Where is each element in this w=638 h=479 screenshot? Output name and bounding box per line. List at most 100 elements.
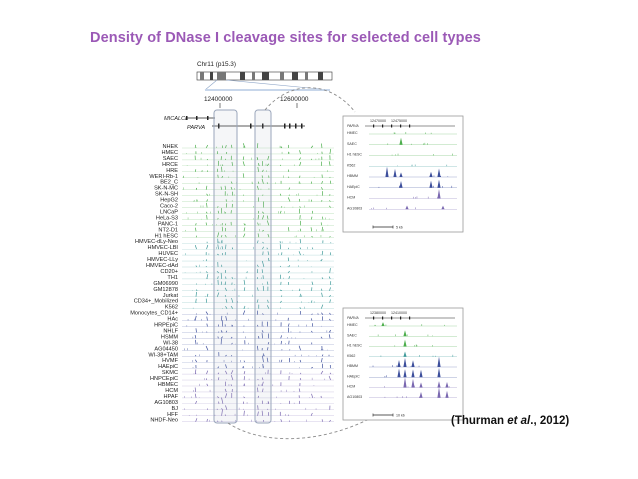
cell-type-labels: NHEKHMECSAECHRCEHREWERI-Rb-1BE2_CSK-N-MC… xyxy=(130,144,178,424)
cell-type-label: AG10803 xyxy=(154,400,178,406)
cell-type-label: HBMEC xyxy=(158,382,178,388)
inset-peak xyxy=(445,381,449,388)
track-row xyxy=(182,397,334,404)
track-row xyxy=(182,232,334,238)
track-row xyxy=(182,409,334,416)
dnase-tracks xyxy=(182,143,334,422)
track-row xyxy=(182,185,334,190)
cell-type-label: HRPEpiC xyxy=(154,323,178,329)
track-row xyxy=(182,173,334,178)
inset-track-label: K562 xyxy=(347,163,355,167)
cell-type-label: WERI-Rb-1 xyxy=(149,174,178,180)
track-row xyxy=(182,260,334,268)
cell-type-label: CD34+_Mobilized xyxy=(134,299,178,305)
track-row xyxy=(182,214,334,220)
inset-scale-label: 10 kb xyxy=(396,413,405,417)
track-row xyxy=(182,226,334,232)
cell-type-label: HAEpiC xyxy=(158,364,178,370)
inset-peak xyxy=(403,330,407,337)
track-row xyxy=(182,208,334,214)
inset-peak xyxy=(411,360,415,367)
inset-peak xyxy=(399,137,403,145)
cell-type-label: Caco-2 xyxy=(160,204,178,210)
gene-label-parva: PARVA xyxy=(187,125,205,131)
citation-author: Thurman xyxy=(454,415,508,427)
track-row xyxy=(182,201,334,208)
ideogram-band xyxy=(292,72,298,80)
track-row xyxy=(182,393,334,399)
citation-rest: ., 2012) xyxy=(530,415,570,427)
inset-peak xyxy=(411,369,415,378)
zoom-band xyxy=(205,89,330,91)
chromosome-ideogram xyxy=(196,71,333,81)
cell-type-label: PANC-1 xyxy=(158,221,178,227)
track-row xyxy=(182,268,334,274)
cell-type-label: Monocytes_CD14+ xyxy=(130,311,178,317)
zoom-indicator xyxy=(204,79,331,91)
track-row xyxy=(182,333,334,339)
cell-type-label: TH1 xyxy=(167,275,178,281)
cell-type-label: H1 hESC xyxy=(155,233,178,239)
cell-type-label: BJ xyxy=(171,406,178,412)
inset-peak xyxy=(445,390,449,398)
inset-track-label: HAEpiC xyxy=(347,185,360,189)
cell-type-label: HepG2 xyxy=(160,198,178,204)
chromosome-label: Chr11 (p15.3) xyxy=(197,61,236,68)
cell-type-label: HRE xyxy=(166,168,178,174)
cell-type-label: HMEC xyxy=(162,150,178,156)
citation: (Thurman et al., 2012) xyxy=(451,415,569,427)
track-row xyxy=(182,320,334,327)
track-row xyxy=(182,220,334,226)
inset-track-label: SAEC xyxy=(347,142,357,146)
inset-track-label: HAEpiC xyxy=(347,374,360,378)
ideogram-band xyxy=(252,72,255,80)
cell-type-label: SKMC xyxy=(162,370,178,376)
inset-peak xyxy=(385,166,389,177)
ideogram-band xyxy=(240,72,245,80)
inset-peak xyxy=(403,357,407,367)
track-row xyxy=(182,291,334,297)
inset-panel-top: 12470000 12475000 PARVA HMEC SAEC H1 hESC K562… xyxy=(342,115,464,233)
cell-type-label: NHDF-Neo xyxy=(150,418,178,424)
ideogram-band xyxy=(318,72,323,80)
cell-type-label: NT2-D1 xyxy=(158,227,178,233)
inset-track-label: SAEC xyxy=(347,333,357,337)
cell-type-label: GM12878 xyxy=(153,287,178,293)
inset-track-label: HBMM xyxy=(347,364,358,368)
inset-track-label: HBMM xyxy=(347,174,358,178)
inset-track-label: HCM xyxy=(347,385,355,389)
inset-peak xyxy=(437,168,441,177)
inset-gene-label: PARVA xyxy=(347,124,359,128)
inset-peak xyxy=(405,205,409,210)
track-row xyxy=(182,369,334,375)
inset-peak xyxy=(403,339,407,347)
cell-type-label: HUVEC xyxy=(158,251,178,257)
inset-frame xyxy=(342,307,464,421)
track-row xyxy=(182,297,334,303)
highlight-region-left xyxy=(213,109,238,424)
cell-type-label: SK-N-SH xyxy=(155,192,178,198)
ideogram-band xyxy=(280,72,284,80)
cell-type-label: HSMM xyxy=(161,334,178,340)
gene-model-micalcl xyxy=(186,116,215,120)
track-row xyxy=(182,238,334,244)
track-row xyxy=(182,310,334,315)
inset-track-label: AG10803 xyxy=(347,395,362,399)
ideogram-band xyxy=(262,72,269,80)
inset-peak xyxy=(403,377,407,388)
inset-frame xyxy=(342,115,464,233)
inset-peak xyxy=(403,369,407,378)
coord-label-right: 12600000 xyxy=(280,96,309,103)
inset-peak xyxy=(381,322,385,326)
inset-track-label: H1 hESC xyxy=(347,153,362,157)
cell-type-label: WI-38+TAM xyxy=(148,352,178,358)
cell-type-label: HMVEC-LLy xyxy=(147,257,178,263)
track-row xyxy=(182,244,334,250)
cell-type-label: Jurkat xyxy=(163,293,179,299)
track-row xyxy=(182,257,334,262)
inset-peak xyxy=(419,369,423,378)
cell-type-label: HVMF xyxy=(162,358,178,364)
cell-type-label: HeLa-S3 xyxy=(156,215,178,221)
inset-peak xyxy=(419,391,423,398)
track-row xyxy=(182,285,334,292)
